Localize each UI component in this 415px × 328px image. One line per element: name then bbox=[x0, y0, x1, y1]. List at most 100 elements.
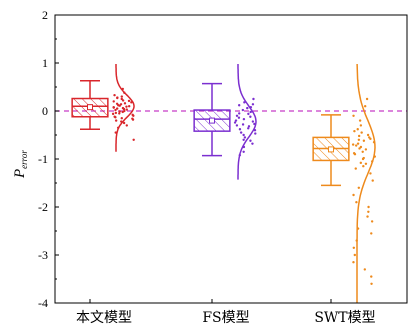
data-point bbox=[122, 107, 126, 111]
data-point bbox=[355, 144, 358, 147]
data-point bbox=[111, 112, 115, 116]
data-point bbox=[367, 205, 370, 209]
data-point bbox=[249, 110, 252, 114]
data-point bbox=[242, 117, 246, 121]
data-point bbox=[356, 128, 359, 131]
data-point bbox=[118, 104, 121, 107]
y-tick-label: -4 bbox=[38, 296, 48, 310]
data-point bbox=[370, 220, 374, 223]
mean-marker bbox=[87, 104, 93, 111]
data-point bbox=[356, 142, 360, 145]
data-point bbox=[357, 186, 361, 189]
data-point bbox=[125, 105, 128, 108]
plot-area bbox=[55, 63, 407, 303]
data-point bbox=[370, 232, 373, 235]
y-axis-title-sub: error bbox=[19, 150, 29, 169]
data-point bbox=[352, 261, 355, 264]
data-point bbox=[355, 201, 358, 204]
data-point bbox=[360, 131, 363, 134]
distribution-curve bbox=[356, 63, 376, 303]
mean-marker bbox=[328, 146, 334, 153]
data-point bbox=[114, 119, 118, 122]
data-point bbox=[354, 167, 357, 170]
data-point bbox=[246, 106, 249, 110]
data-point bbox=[239, 131, 243, 134]
data-point bbox=[132, 138, 135, 141]
data-point bbox=[247, 125, 251, 128]
data-point bbox=[249, 139, 252, 142]
data-point bbox=[247, 127, 250, 130]
data-point bbox=[125, 108, 128, 111]
data-point bbox=[132, 114, 135, 118]
data-point bbox=[238, 112, 241, 115]
data-point bbox=[241, 123, 245, 126]
data-point bbox=[366, 133, 370, 137]
data-point bbox=[235, 114, 239, 118]
data-point bbox=[116, 96, 119, 100]
data-point bbox=[352, 246, 356, 249]
data-point bbox=[358, 119, 362, 122]
data-point bbox=[363, 105, 367, 108]
data-point bbox=[369, 137, 372, 141]
data-point bbox=[351, 143, 355, 146]
data-point bbox=[353, 129, 356, 133]
y-axis-title-main: P bbox=[12, 169, 28, 179]
data-point bbox=[127, 99, 131, 103]
data-point bbox=[238, 128, 242, 131]
data-point bbox=[234, 119, 238, 122]
x-axis: 本文模型 FS模型 SWT模型 bbox=[76, 299, 376, 326]
data-point bbox=[366, 215, 369, 218]
y-tick-label: -1 bbox=[38, 152, 48, 166]
data-point bbox=[115, 102, 119, 106]
data-point bbox=[120, 95, 124, 98]
y-axis: 2 1 0 -1 -2 -3 -4 bbox=[38, 8, 59, 310]
x-tick-label: SWT模型 bbox=[314, 310, 375, 326]
data-point bbox=[125, 124, 128, 127]
data-point bbox=[364, 162, 368, 165]
data-point bbox=[249, 115, 252, 118]
data-point bbox=[352, 152, 356, 155]
data-point bbox=[362, 165, 365, 168]
data-point bbox=[371, 179, 374, 182]
y-tick-label: 2 bbox=[42, 8, 48, 22]
data-point bbox=[114, 111, 118, 115]
data-point bbox=[127, 105, 131, 108]
data-point bbox=[370, 275, 373, 278]
data-point bbox=[358, 147, 361, 150]
data-point bbox=[359, 161, 363, 165]
data-point bbox=[365, 97, 369, 101]
data-point bbox=[123, 102, 127, 105]
data-point bbox=[247, 112, 250, 116]
data-point bbox=[370, 282, 373, 285]
data-point bbox=[251, 142, 254, 145]
data-point bbox=[362, 139, 366, 142]
data-point bbox=[242, 133, 245, 137]
box-group bbox=[193, 64, 257, 180]
data-point bbox=[113, 93, 116, 97]
data-point bbox=[112, 100, 115, 103]
data-point bbox=[131, 117, 134, 120]
data-point bbox=[121, 110, 124, 114]
distribution-curve bbox=[237, 64, 257, 180]
data-point bbox=[118, 110, 121, 113]
data-point bbox=[122, 121, 126, 125]
data-point bbox=[114, 108, 117, 112]
data-point bbox=[254, 132, 257, 135]
data-point bbox=[367, 210, 370, 213]
y-tick-label: -2 bbox=[38, 200, 48, 214]
data-point bbox=[363, 268, 367, 271]
data-point bbox=[352, 193, 355, 197]
data-point bbox=[237, 116, 241, 119]
data-point bbox=[237, 104, 241, 107]
y-tick-label: 0 bbox=[42, 104, 48, 118]
mean-marker bbox=[209, 117, 215, 124]
box-group bbox=[312, 63, 376, 303]
data-point bbox=[120, 117, 123, 120]
data-point bbox=[242, 138, 245, 141]
data-point bbox=[369, 172, 372, 175]
data-point bbox=[357, 134, 361, 138]
y-axis-title: Perror bbox=[12, 150, 29, 179]
data-point bbox=[243, 136, 247, 139]
data-point bbox=[235, 124, 239, 127]
